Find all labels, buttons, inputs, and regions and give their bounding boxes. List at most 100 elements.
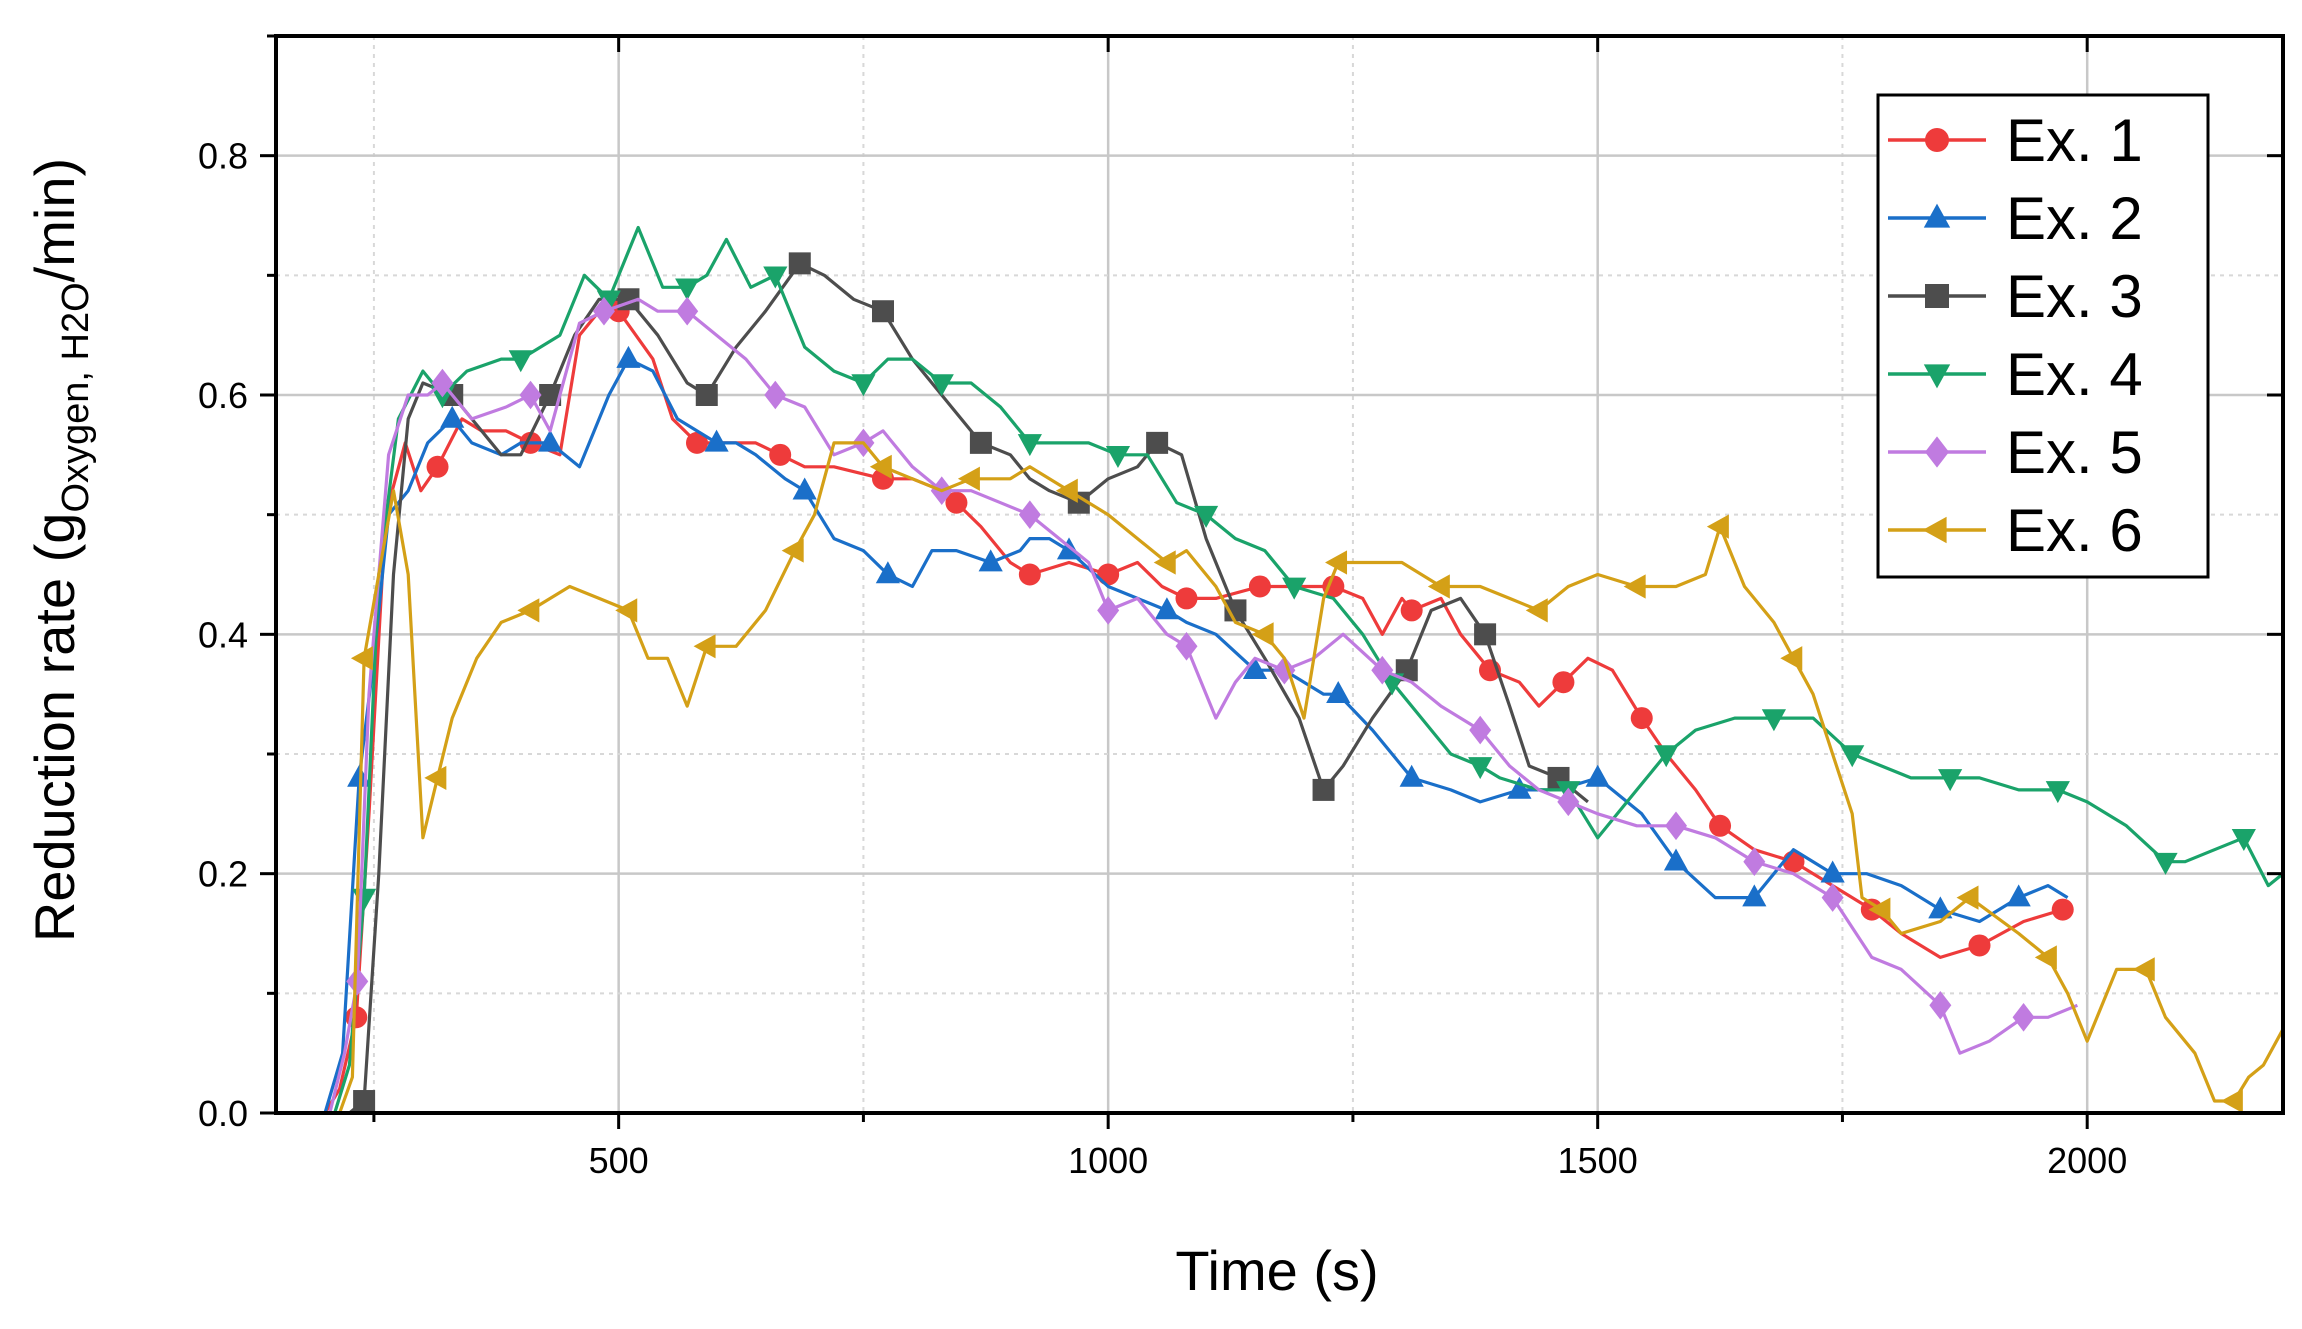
data-point <box>508 350 533 373</box>
legend-label: Ex. 2 <box>2006 185 2143 252</box>
series-5 <box>276 296 2079 1115</box>
data-point <box>2045 781 2070 804</box>
y-axis-title: Reduction rate (gOxygen, H2O/min) <box>23 158 97 942</box>
y-axis-label: Reduction rate (gOxygen, H2O/min) <box>23 158 97 942</box>
data-point <box>1630 707 1653 730</box>
data-point <box>431 368 454 398</box>
legend-marker <box>1923 364 1951 389</box>
data-point <box>792 477 817 500</box>
data-point <box>2034 945 2057 970</box>
data-point <box>615 598 638 623</box>
data-point <box>350 646 373 671</box>
data-point <box>1623 574 1646 599</box>
series-line <box>276 357 2069 1115</box>
data-point <box>2153 852 2178 875</box>
data-point <box>2220 1088 2243 1114</box>
data-point <box>695 384 718 406</box>
data-point <box>1153 550 1176 575</box>
data-point <box>875 561 900 584</box>
data-point <box>1820 860 1845 883</box>
data-point <box>1146 431 1169 454</box>
data-point <box>1224 599 1247 622</box>
data-point <box>426 455 449 478</box>
data-point <box>2051 898 2074 921</box>
legend-label: Ex. 6 <box>2006 497 2143 564</box>
legend-marker <box>1922 516 1947 544</box>
data-point <box>519 380 542 410</box>
legend-entry: Ex. 4 <box>1888 341 2143 408</box>
data-point <box>1018 563 1041 586</box>
data-point <box>1956 885 1979 910</box>
legend-marker <box>1923 203 1951 228</box>
legend-label: Ex. 5 <box>2006 419 2143 486</box>
data-point <box>788 252 811 275</box>
legend-marker <box>1925 284 1949 308</box>
data-point <box>1761 709 1787 732</box>
data-point <box>1585 764 1610 787</box>
legend-entry: Ex. 2 <box>1888 185 2143 252</box>
y-tick-label: 0.0 <box>198 1093 248 1134</box>
series-6 <box>276 441 2285 1115</box>
data-point <box>781 538 804 563</box>
data-point <box>1242 657 1268 680</box>
data-point <box>1105 446 1131 469</box>
data-point <box>517 598 540 623</box>
data-point <box>1468 757 1493 780</box>
data-point <box>1326 680 1351 703</box>
data-point <box>851 374 876 397</box>
data-point <box>1821 883 1844 912</box>
data-point <box>2231 828 2256 851</box>
data-point <box>945 491 968 514</box>
data-point <box>2006 884 2031 907</box>
data-point <box>1868 897 1891 922</box>
data-point <box>1665 811 1688 841</box>
data-point <box>869 454 892 479</box>
data-point <box>346 967 369 996</box>
data-point <box>1017 434 1042 457</box>
x-tick-label: 1500 <box>1558 1140 1638 1181</box>
data-point <box>1780 646 1803 671</box>
data-point <box>1968 934 1991 957</box>
y-axis-label-suffix: /min) <box>23 158 86 282</box>
data-point <box>1325 550 1348 575</box>
series-layer <box>276 225 2285 1115</box>
data-point <box>616 345 641 368</box>
y-tick-label: 0.8 <box>198 136 248 177</box>
data-point <box>1175 632 1198 661</box>
data-point <box>871 300 894 323</box>
data-point <box>1706 514 1729 539</box>
data-point <box>592 296 615 326</box>
data-point <box>1469 715 1492 745</box>
y-tick-label: 0.6 <box>198 375 248 416</box>
data-point <box>685 431 708 454</box>
data-point <box>353 1090 376 1113</box>
data-point <box>1312 778 1335 801</box>
legend-label: Ex. 1 <box>2006 107 2143 174</box>
data-point <box>675 278 700 301</box>
data-point <box>763 266 788 289</box>
series-line <box>276 261 1589 1115</box>
legend-marker <box>1925 128 1949 152</box>
legend-label: Ex. 3 <box>2006 263 2143 330</box>
data-point <box>440 405 465 428</box>
data-point <box>424 765 447 791</box>
data-point <box>769 443 792 466</box>
data-point <box>1097 563 1120 586</box>
y-axis-label-subscript: Oxygen, H2O <box>55 282 97 512</box>
x-axis-label: Time (s) <box>1175 1239 1378 1302</box>
data-point <box>764 380 787 410</box>
series-line <box>276 297 2079 1115</box>
data-point <box>978 549 1003 572</box>
data-point <box>1282 577 1307 600</box>
data-point <box>1938 769 1963 792</box>
x-tick-label: 1000 <box>1068 1140 1148 1181</box>
data-point <box>1371 655 1394 685</box>
data-point <box>1193 505 1219 528</box>
data-point <box>539 384 562 406</box>
data-point <box>1742 884 1767 907</box>
x-tick-label: 500 <box>589 1140 649 1181</box>
axis-ticks: 500 1000 1500 2000 0.0 0.2 0.4 0.6 0.8 <box>198 34 2283 1181</box>
data-point <box>1097 596 1120 625</box>
data-point <box>1399 764 1424 787</box>
x-axis-title: Time (s) <box>1175 1239 1378 1302</box>
